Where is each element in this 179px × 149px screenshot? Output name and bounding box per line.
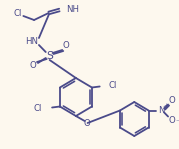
- Text: +: +: [163, 103, 169, 108]
- Text: NH: NH: [66, 6, 79, 14]
- Text: HN: HN: [26, 38, 39, 46]
- Text: ⁻: ⁻: [176, 119, 179, 125]
- Text: O: O: [83, 118, 90, 128]
- Text: O: O: [30, 62, 37, 70]
- Text: O: O: [63, 42, 70, 51]
- Text: Cl: Cl: [13, 10, 22, 18]
- Text: Cl: Cl: [34, 104, 42, 113]
- Text: O: O: [169, 116, 175, 125]
- Text: Cl: Cl: [108, 81, 117, 90]
- Text: S: S: [46, 51, 53, 61]
- Text: N: N: [158, 106, 165, 115]
- Text: O: O: [169, 96, 175, 105]
